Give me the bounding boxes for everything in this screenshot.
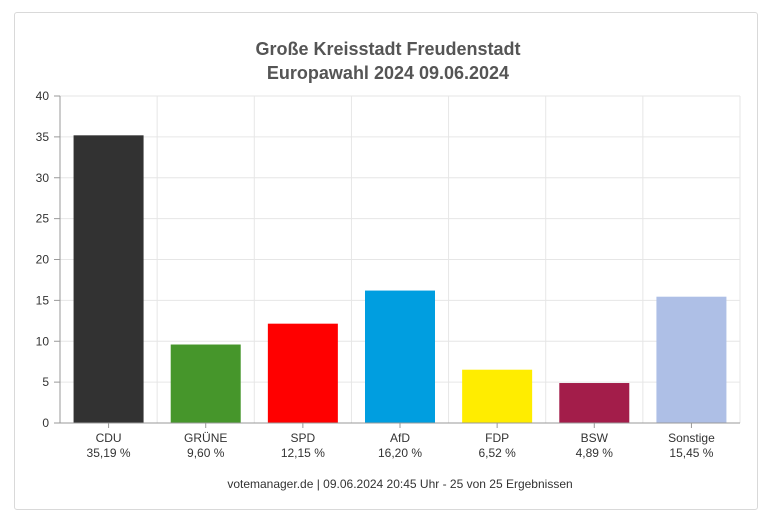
y-tick-label: 0 (42, 416, 49, 430)
x-category-label: Sonstige (668, 431, 715, 445)
chart-footer: votemanager.de | 09.06.2024 20:45 Uhr - … (227, 477, 572, 491)
axes (54, 95, 740, 428)
chart-title: Große Kreisstadt Freudenstadt (255, 39, 520, 59)
bar-grne[interactable] (170, 344, 241, 423)
x-category-label: CDU (96, 431, 122, 445)
chart-subtitle: Europawahl 2024 09.06.2024 (267, 63, 509, 83)
y-tick-label: 35 (36, 130, 50, 144)
bar-sonstige[interactable] (656, 296, 727, 423)
y-tick-label: 10 (36, 334, 50, 348)
x-value-label: 16,20 % (378, 446, 422, 460)
x-value-label: 6,52 % (478, 446, 516, 460)
x-category-label: SPD (291, 431, 316, 445)
bar-fdp[interactable] (462, 369, 533, 423)
x-category-label: FDP (485, 431, 509, 445)
x-value-label: 12,15 % (281, 446, 325, 460)
y-tick-label: 30 (36, 171, 50, 185)
bar-cdu[interactable] (73, 135, 144, 423)
bar-bsw[interactable] (559, 383, 630, 423)
bars (73, 135, 727, 423)
x-category-label: BSW (581, 431, 609, 445)
x-category-label: GRÜNE (184, 431, 227, 445)
y-tick-label: 20 (36, 253, 50, 267)
y-tick-label: 15 (36, 293, 50, 307)
bar-afd[interactable] (365, 290, 435, 423)
y-tick-label: 5 (42, 375, 49, 389)
x-value-label: 9,60 % (187, 446, 225, 460)
x-value-label: 15,45 % (669, 446, 713, 460)
x-category-label: AfD (390, 431, 410, 445)
x-value-label: 35,19 % (87, 446, 131, 460)
x-value-label: 4,89 % (576, 446, 614, 460)
y-tick-label: 40 (36, 89, 50, 103)
y-tick-label: 25 (36, 212, 50, 226)
bar-spd[interactable] (267, 323, 338, 423)
